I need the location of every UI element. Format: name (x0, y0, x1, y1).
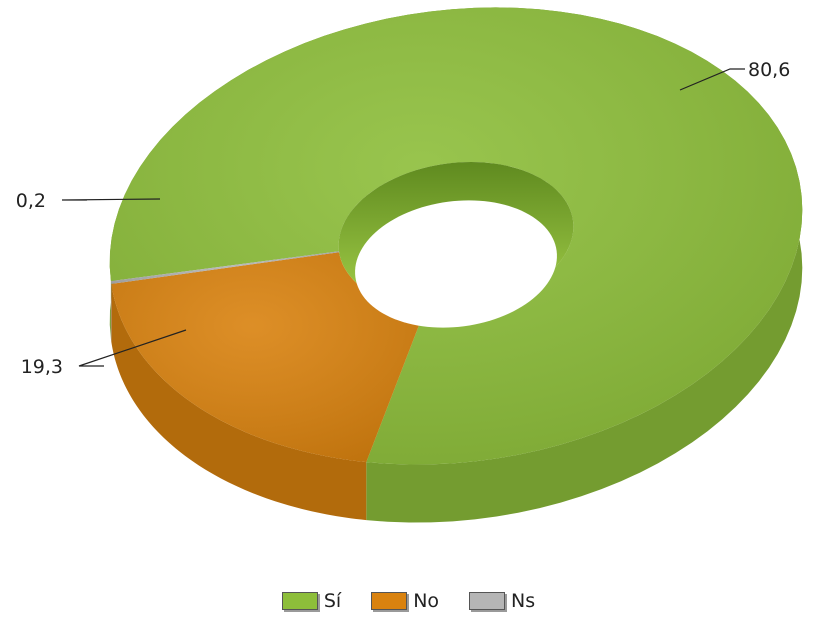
slice-shade-ns (110, 251, 340, 284)
slice-shade-no (111, 252, 426, 463)
legend-label-no: No (413, 590, 440, 612)
legend-label-si: Sí (323, 590, 342, 612)
donut-side-walls (109, 7, 803, 523)
data-labels: 80,6 19,3 0,2 (16, 59, 791, 378)
donut-top-faces (109, 7, 803, 465)
legend-label-ns: Ns (511, 590, 536, 612)
legend-item-si: Sí (281, 590, 342, 612)
data-label-ns: 0,2 (16, 190, 46, 212)
data-label-si: 80,6 (748, 59, 790, 81)
leader-si (679, 68, 745, 91)
hole-opening (355, 200, 557, 328)
legend-item-ns: Ns (469, 590, 535, 612)
donut-hole (338, 162, 574, 328)
leader-no (78, 329, 187, 367)
donut-chart: 80,6 19,3 0,2 (16, 7, 803, 523)
side-no (111, 283, 367, 521)
legend: Sí No Ns (0, 590, 817, 612)
legend-swatch-ns (469, 592, 506, 610)
leader-ns (61, 198, 161, 201)
data-label-no: 19,3 (21, 356, 63, 378)
legend-swatch-no (371, 592, 408, 610)
legend-swatch-si (281, 592, 318, 610)
slice-shade-si (109, 7, 803, 465)
label-leader-lines (61, 68, 745, 367)
legend-item-no: No (371, 590, 439, 612)
